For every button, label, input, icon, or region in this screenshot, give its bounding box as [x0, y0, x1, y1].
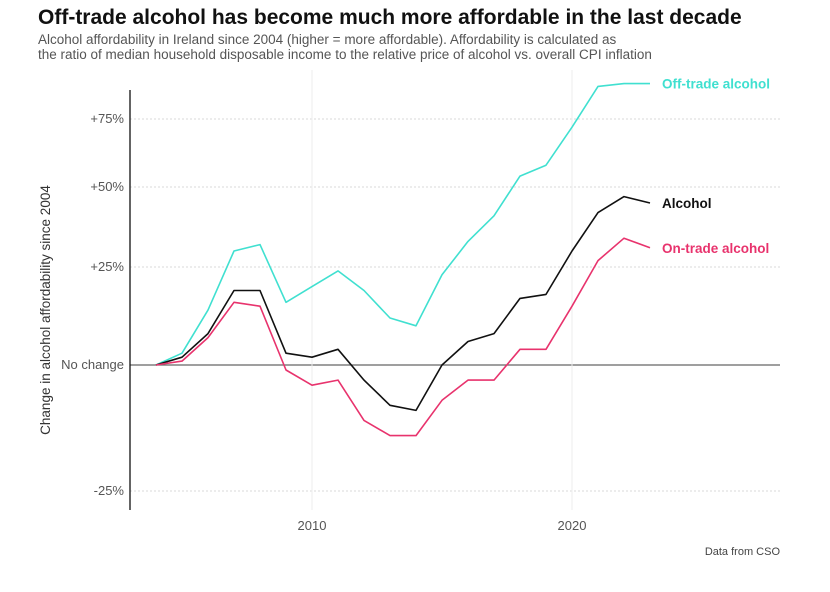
- labels: -25% No change +25% +50% +75% 2010 2020 Change …: [38, 77, 780, 558]
- subtitle-line-2: the ratio of median household disposable…: [38, 47, 652, 62]
- chart-subtitle: Alcohol affordability in Ireland since 2…: [38, 32, 798, 62]
- source-caption: Data from CSO: [705, 546, 781, 558]
- grid-lines: [130, 70, 780, 510]
- x-tick-label: 2020: [558, 518, 587, 533]
- x-tick-label: 2010: [298, 518, 327, 533]
- series-label-on-trade-alcohol: On-trade alcohol: [662, 241, 769, 256]
- series-label-alcohol: Alcohol: [662, 196, 712, 211]
- y-tick-label: +50%: [90, 179, 124, 194]
- y-tick-label: +75%: [90, 111, 124, 126]
- y-tick-label: -25%: [94, 483, 125, 498]
- series-lines: [155, 82, 651, 437]
- series-line-alcohol: [155, 195, 651, 412]
- y-tick-label: +25%: [90, 259, 124, 274]
- y-axis-label: Change in alcohol affordability since 20…: [38, 185, 53, 435]
- subtitle-line-1: Alcohol affordability in Ireland since 2…: [38, 32, 617, 47]
- y-tick-label: No change: [61, 357, 124, 372]
- chart-title: Off-trade alcohol has become much more a…: [38, 6, 742, 29]
- series-line-on-trade-alcohol: [155, 237, 651, 437]
- series-line-off-trade-alcohol: [155, 82, 650, 366]
- series-label-off-trade-alcohol: Off-trade alcohol: [662, 77, 770, 92]
